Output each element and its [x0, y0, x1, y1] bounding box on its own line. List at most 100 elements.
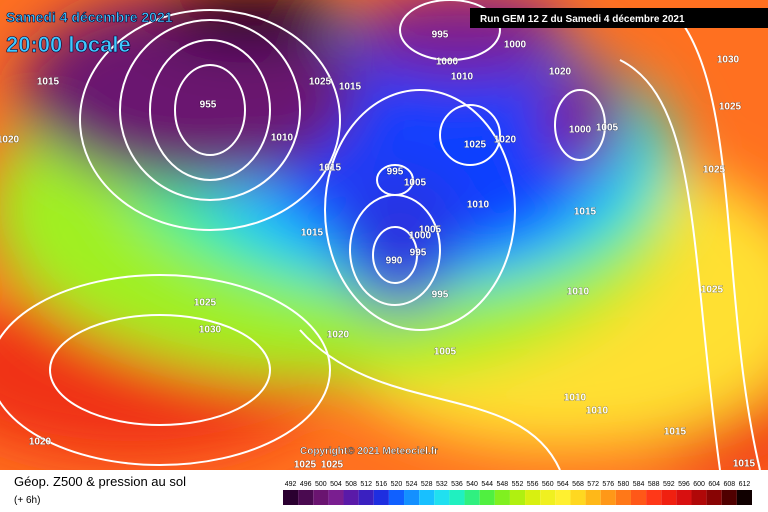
colorbar-label: 576	[602, 481, 614, 488]
colorbar-swatch	[509, 490, 526, 505]
colorbar-label: 544	[481, 481, 493, 488]
legend-title: Géop. Z500 & pression au sol	[14, 474, 186, 489]
colorbar-label: 600	[693, 481, 705, 488]
colorbar-label: 552	[512, 481, 524, 488]
colorbar-swatch	[661, 490, 677, 505]
colorbar-swatch	[721, 490, 737, 505]
colorbar-label: 524	[406, 481, 418, 488]
colorbar-label: 548	[497, 481, 509, 488]
isobar-label: 1015	[733, 459, 756, 470]
colorbar-swatch	[615, 490, 631, 505]
colorbar-label: 516	[375, 481, 387, 488]
isobar-labels: 995 1000 1000 1010 1020 1015 1025 1015 955 1010 10…	[0, 29, 756, 471]
isobar-label: 1000	[569, 125, 592, 136]
colorbar-swatch	[630, 490, 647, 505]
colorbar-swatch	[328, 490, 344, 505]
colorbar-swatch	[419, 490, 435, 505]
run-title: Run GEM 12 Z du Samedi 4 décembre 2021	[480, 14, 685, 25]
colorbar-swatch	[343, 490, 359, 505]
colorbar-label: 588	[648, 481, 660, 488]
isobar-label: 955	[200, 100, 217, 111]
isobar-label: 1000	[504, 40, 527, 51]
colorbar-label: 580	[618, 481, 630, 488]
isobar-label: 1020	[494, 135, 517, 146]
copyright: Copyright© 2021 Meteociel.fr	[300, 446, 438, 457]
date-title: Samedi 4 décembre 2021	[6, 9, 173, 25]
colorbar-swatch	[646, 490, 662, 505]
colorbar-swatch	[706, 490, 722, 505]
colorbar-label: 492	[285, 481, 297, 488]
colorbar-swatch	[283, 490, 299, 505]
isobar-label: 1010	[451, 72, 474, 83]
colorbar-swatch	[313, 490, 329, 505]
colorbar-label: 584	[633, 481, 645, 488]
isobar-label: 1015	[339, 82, 362, 93]
colorbar-label: 496	[300, 481, 312, 488]
isobar-label: 1005	[434, 347, 457, 358]
colorbar-label: 500	[315, 481, 327, 488]
colorbar-label: 612	[739, 481, 751, 488]
isobar-label: 995	[432, 30, 449, 41]
isobar-label: 1025	[194, 298, 217, 309]
isobar-label: 1000	[409, 231, 432, 242]
colorbar-label: 564	[557, 481, 569, 488]
colorbar-label: 508	[345, 481, 357, 488]
colorbar-label: 568	[572, 481, 584, 488]
isobar-label: 1010	[586, 406, 609, 417]
isobars	[0, 0, 761, 470]
colorbar-label: 572	[587, 481, 599, 488]
time-title: 20:00 locale	[6, 32, 131, 57]
colorbar-label: 512	[360, 481, 372, 488]
height-field	[0, 0, 768, 470]
isobar-label: 1025	[294, 460, 317, 471]
colorbar-swatch	[600, 490, 616, 505]
isobar-label: 1020	[327, 330, 350, 341]
isobar-label: 995	[410, 248, 427, 259]
colorbar-swatch	[540, 490, 556, 505]
legend-step: (+ 6h)	[14, 495, 40, 506]
colorbar-label: 504	[330, 481, 342, 488]
isobar-label: 1025	[701, 285, 724, 296]
colorbar-swatch	[736, 490, 752, 505]
colorbar-swatch	[373, 490, 389, 505]
isobar-label: 1010	[467, 200, 490, 211]
run-box	[470, 8, 768, 28]
isobar-label: 1005	[404, 178, 427, 189]
colorbar-label: 528	[421, 481, 433, 488]
colorbar: 492 496 500 504 508 512 516 520 524 528 532 536 540 5…	[283, 481, 752, 505]
isobar-label: 1015	[301, 228, 324, 239]
colorbar-label: 592	[663, 481, 675, 488]
colorbar-swatch	[585, 490, 601, 505]
colorbar-swatch	[525, 490, 541, 505]
colorbar-label: 540	[466, 481, 478, 488]
isobar-label: 1015	[319, 163, 342, 174]
isobar-label: 1010	[567, 287, 590, 298]
colorbar-swatch	[404, 490, 420, 505]
isobar-label: 1005	[419, 225, 442, 236]
colorbar-swatch	[388, 490, 405, 505]
colorbar-label: 520	[391, 481, 403, 488]
colorbar-label: 560	[542, 481, 554, 488]
isobar-label: 995	[432, 290, 449, 301]
map-area: 995 1000 1000 1010 1020 1015 1025 1015 955 1010 10…	[0, 0, 768, 471]
colorbar-swatch	[691, 490, 707, 505]
colorbar-label: 556	[527, 481, 539, 488]
isobar-label: 1020	[549, 67, 572, 78]
colorbar-label: 536	[451, 481, 463, 488]
isobar-label: 1025	[464, 140, 487, 151]
isobar-label: 1000	[436, 57, 459, 68]
colorbar-swatch	[676, 490, 692, 505]
isobar-label: 1015	[664, 427, 687, 438]
isobar-label: 1025	[309, 77, 332, 88]
isobar-label: 995	[387, 167, 404, 178]
isobar-label: 1025	[719, 102, 742, 113]
colorbar-swatch	[479, 490, 495, 505]
isobar-label: 1025	[321, 460, 344, 471]
colorbar-swatch	[570, 490, 586, 505]
isobar-label: 990	[386, 256, 403, 267]
isobar-label: 1025	[703, 165, 726, 176]
isobar-label: 1020	[29, 437, 52, 448]
colorbar-swatch	[298, 490, 314, 505]
isobar-label: 1005	[596, 123, 619, 134]
